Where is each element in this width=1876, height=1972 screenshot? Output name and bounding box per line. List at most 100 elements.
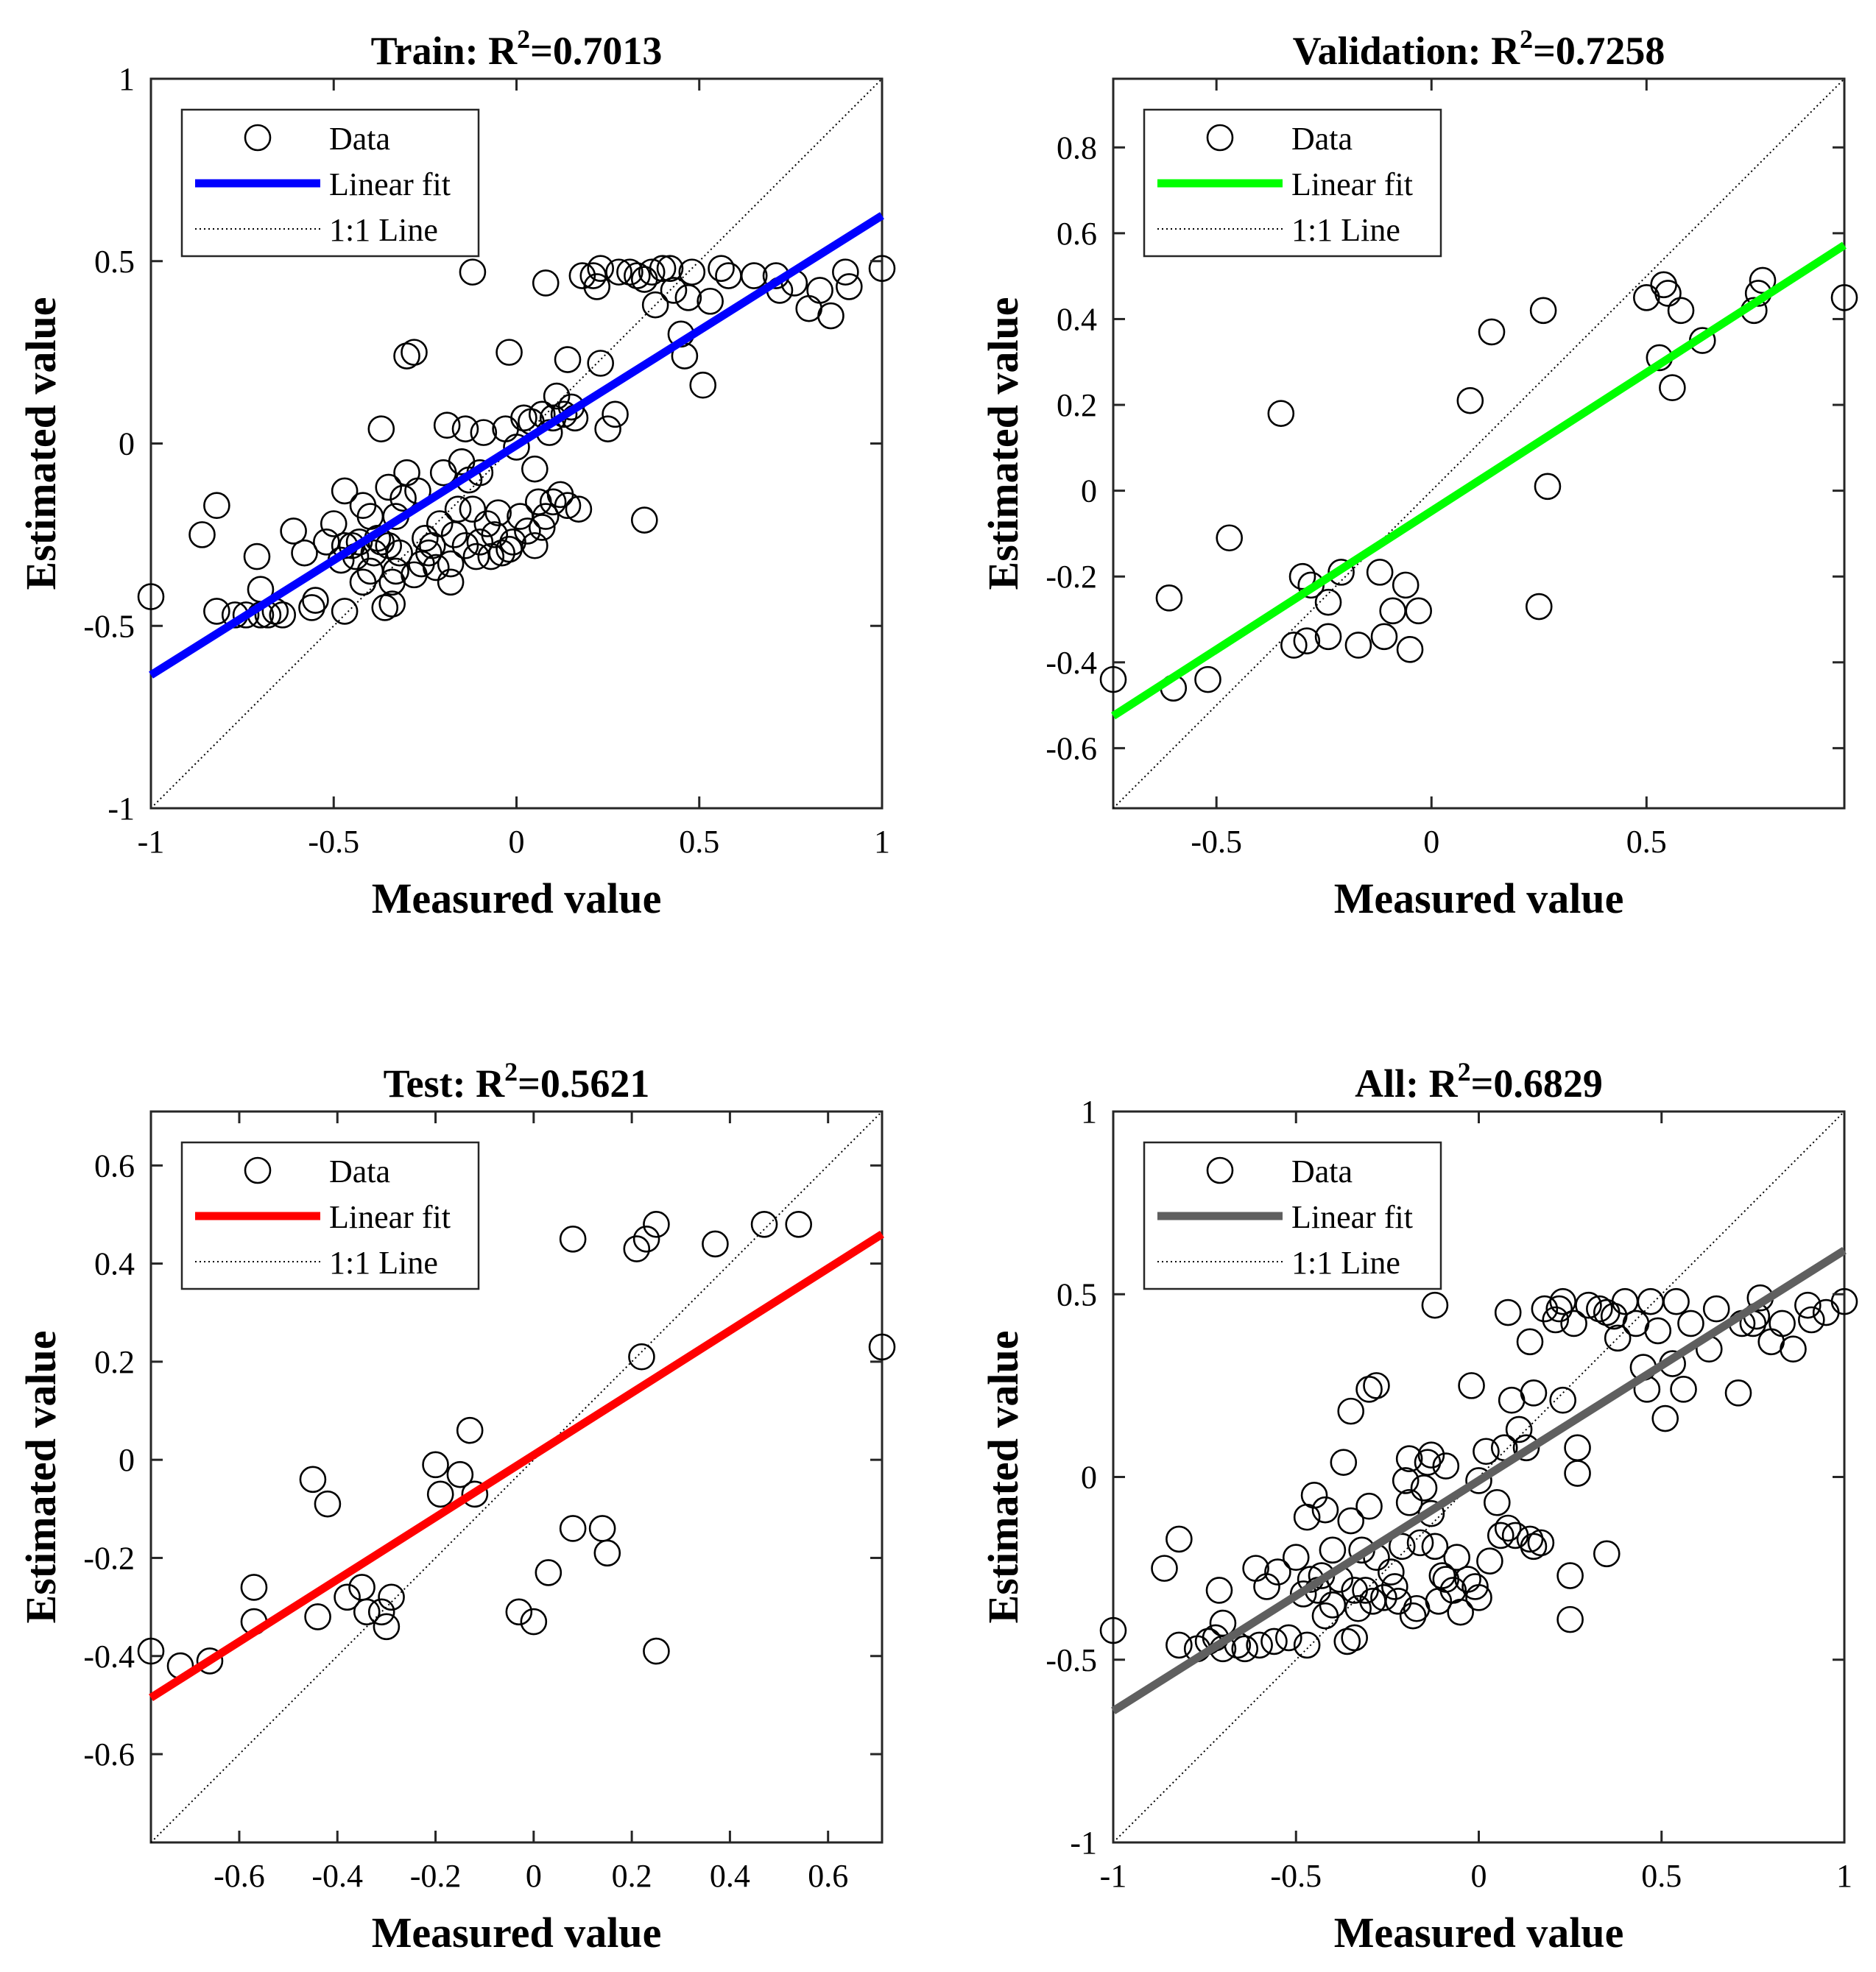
- data-point: [137, 1637, 165, 1665]
- x-tick-label: -0.5: [308, 824, 359, 860]
- data-point: [1166, 1631, 1193, 1659]
- data-point: [1798, 1306, 1825, 1334]
- data-point: [1520, 1379, 1548, 1407]
- data-point: [1395, 1488, 1423, 1516]
- data-point: [269, 601, 297, 629]
- data-point: [1378, 1558, 1405, 1586]
- y-tick-label: 0.4: [94, 1246, 135, 1282]
- data-point: [1327, 559, 1355, 586]
- data-point: [1330, 1449, 1358, 1476]
- data-point: [643, 1637, 670, 1665]
- data-point: [459, 258, 487, 286]
- data-point: [1410, 1474, 1438, 1502]
- data-point: [496, 339, 523, 366]
- panel-title: Train: R2=0.7013: [371, 24, 663, 73]
- data-point: [331, 598, 359, 625]
- title-value: =0.6829: [1471, 1061, 1603, 1106]
- title-prefix: Train: R: [371, 29, 518, 73]
- x-tick-label: 1: [1836, 1858, 1852, 1894]
- data-point: [868, 255, 896, 282]
- data-points: [1099, 266, 1858, 702]
- y-tick-label: -0.2: [1045, 559, 1097, 595]
- data-point: [378, 590, 406, 618]
- data-point: [1366, 559, 1394, 586]
- data-point: [1381, 1573, 1408, 1600]
- data-point: [1421, 1533, 1449, 1561]
- data-point: [1319, 1536, 1347, 1564]
- data-point: [605, 258, 632, 286]
- panel-title: All: R2=0.6829: [1355, 1057, 1603, 1106]
- ticks: -0.5 0 0.5 -0.6 -0.4 -0.2 0 0.2 0.4 0.6 0.8: [1045, 79, 1844, 860]
- data-point: [1337, 1507, 1365, 1535]
- linear-fit-line: [1111, 241, 1847, 720]
- data-point: [532, 269, 560, 297]
- legend-label-data: Data: [1291, 121, 1353, 157]
- data-point: [1662, 1287, 1690, 1315]
- data-point: [623, 1235, 651, 1262]
- data-point: [1478, 318, 1506, 346]
- data-point: [203, 492, 230, 520]
- x-tick-label: 0.5: [1641, 1858, 1682, 1894]
- data-point: [1432, 1452, 1460, 1480]
- data-point: [426, 510, 454, 537]
- y-tick-label: 0: [1081, 1460, 1097, 1496]
- data-point: [459, 495, 487, 523]
- data-point: [1344, 632, 1372, 659]
- data-point: [462, 543, 490, 570]
- data-point: [456, 1416, 484, 1444]
- data-point: [1392, 571, 1420, 599]
- data-point: [624, 262, 651, 289]
- legend-label-fit: Linear fit: [1291, 166, 1413, 202]
- data-point: [750, 1210, 778, 1238]
- title-superscript: 2: [504, 1057, 518, 1086]
- data-point: [1388, 1533, 1416, 1561]
- data-point: [299, 1466, 327, 1494]
- data-point: [836, 273, 863, 300]
- title-superscript: 2: [517, 24, 530, 54]
- data-point: [554, 346, 582, 373]
- data-point: [1458, 1372, 1485, 1399]
- data-point: [1421, 1291, 1449, 1319]
- data-point: [412, 525, 439, 552]
- data-point: [503, 434, 530, 461]
- data-point: [1155, 584, 1183, 612]
- data-point: [1370, 623, 1398, 651]
- legend-data-marker: [244, 124, 272, 152]
- data-point: [1314, 623, 1342, 651]
- data-point: [1545, 1295, 1573, 1323]
- data-point: [1651, 1404, 1679, 1432]
- y-tick-label: 0.6: [94, 1148, 135, 1184]
- data-point: [1289, 1580, 1317, 1608]
- data-points: [137, 1210, 896, 1680]
- x-tick-label: -0.2: [410, 1858, 462, 1894]
- panel-train: -1 -0.5 0 0.5 1 -1 -0.5 0 0.5 1 Train: R2=0.7013 Me…: [17, 24, 896, 922]
- data-point: [1575, 1291, 1602, 1319]
- data-point: [1724, 1379, 1752, 1407]
- x-tick-label: 0: [1423, 824, 1439, 860]
- data-point: [378, 1583, 405, 1611]
- data-point: [1633, 283, 1660, 311]
- data-point: [1494, 1298, 1522, 1326]
- data-point: [806, 277, 833, 304]
- data-point: [1267, 400, 1295, 427]
- title-prefix: Validation: R: [1293, 29, 1521, 73]
- data-point: [1293, 627, 1321, 654]
- data-point: [382, 557, 409, 585]
- data-point: [702, 1230, 729, 1258]
- legend-label-identity: 1:1 Line: [329, 212, 438, 248]
- data-point: [1344, 1594, 1372, 1622]
- y-tick-label: 1: [1081, 1094, 1097, 1130]
- data-point: [1417, 1441, 1445, 1469]
- legend: Data Linear fit 1:1 Line: [180, 1141, 480, 1290]
- x-tick-label: 0.6: [808, 1858, 848, 1894]
- data-point: [1769, 1310, 1796, 1337]
- data-point: [1099, 665, 1127, 693]
- linear-fit-line: [1111, 1247, 1847, 1714]
- data-point: [1231, 1635, 1259, 1663]
- data-point: [587, 350, 614, 377]
- data-point: [1341, 1624, 1368, 1652]
- y-tick-label: 0.6: [1057, 216, 1097, 252]
- data-point: [1314, 588, 1342, 616]
- data-point: [1465, 1467, 1492, 1494]
- y-axis-label: Estimated value: [17, 1331, 65, 1624]
